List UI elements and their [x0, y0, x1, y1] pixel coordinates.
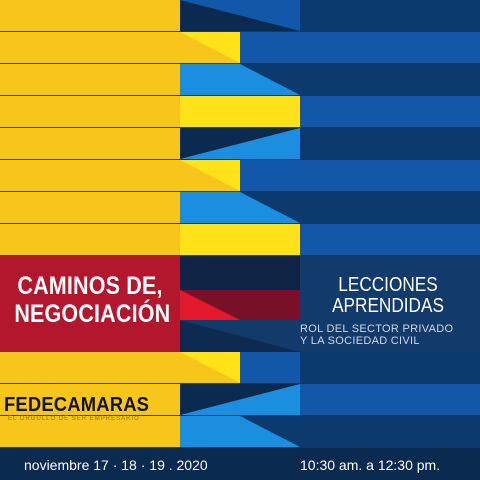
- middle-yellow: [180, 96, 300, 127]
- yellow-stripe: [0, 0, 180, 31]
- blue-stripe: [300, 192, 480, 223]
- yellow-stripe: [0, 96, 180, 127]
- subtitle-line2: Y LA SOCIEDAD CIVIL: [300, 335, 420, 347]
- blue-stripe: [300, 32, 480, 63]
- middle-yellow-tri: [180, 160, 240, 191]
- band-maroon-wedge: [180, 290, 300, 320]
- event-time: 10:30 am. a 12:30 pm.: [300, 457, 441, 473]
- title-right-line1: LECCIONES: [338, 274, 438, 296]
- middle-yellow-tri: [180, 352, 240, 383]
- middle-light-tri: [180, 128, 300, 159]
- middle-navy-tri: [240, 416, 300, 447]
- middle-yellow-tri: [180, 32, 240, 63]
- middle-blue-tri: [180, 0, 300, 31]
- footer-bar: noviembre 17 · 18 · 19 . 2020 10:30 am. …: [0, 448, 480, 480]
- title-left-line1: CAMINOS DE,: [17, 272, 163, 300]
- yellow-stripe: [0, 32, 180, 63]
- band-dark-wedge: [180, 256, 300, 290]
- yellow-stripe: [0, 416, 180, 447]
- fedecamaras-logo: FEDECAMARAS: [4, 394, 150, 416]
- title-band-right: [300, 256, 480, 352]
- blue-stripe: [300, 384, 480, 415]
- subtitle-line1: ROL DEL SECTOR PRIVADO: [300, 323, 454, 335]
- logo-tagline: EL ORGULLO DE SER EMPRESARIO: [8, 416, 140, 422]
- middle-yellow: [180, 224, 300, 255]
- event-title-right: LECCIONES APRENDIDAS: [312, 275, 463, 317]
- blue-stripe: [300, 128, 480, 159]
- blue-stripe: [300, 96, 480, 127]
- blue-stripe: [300, 0, 480, 31]
- blue-stripe: [300, 352, 480, 383]
- event-subtitle: ROL DEL SECTOR PRIVADO Y LA SOCIEDAD CIV…: [300, 323, 476, 347]
- blue-stripe: [300, 224, 480, 255]
- middle-navy-tri: [240, 64, 300, 95]
- yellow-stripe: [0, 224, 180, 255]
- band-red-wedge: [180, 290, 240, 320]
- title-right-line2: APRENDIDAS: [332, 295, 444, 317]
- yellow-stripe: [0, 64, 180, 95]
- yellow-stripe: [0, 128, 180, 159]
- middle-light-tri: [180, 384, 300, 415]
- event-title-left: CAMINOS DE, NEGOCIACIÓN: [14, 272, 171, 328]
- yellow-stripe: [0, 352, 180, 383]
- blue-stripe: [300, 416, 480, 447]
- title-left-line2: NEGOCIACIÓN: [14, 300, 171, 328]
- blue-stripe: [300, 160, 480, 191]
- yellow-stripe: [0, 384, 180, 415]
- blue-stripe: [300, 64, 480, 95]
- event-date: noviembre 17 · 18 · 19 . 2020: [24, 457, 208, 473]
- middle-navy-tri: [240, 192, 300, 223]
- yellow-stripe: [0, 192, 180, 223]
- band-lower-tri: [180, 320, 300, 352]
- title-band-left: [0, 256, 180, 352]
- yellow-stripe: [0, 160, 180, 191]
